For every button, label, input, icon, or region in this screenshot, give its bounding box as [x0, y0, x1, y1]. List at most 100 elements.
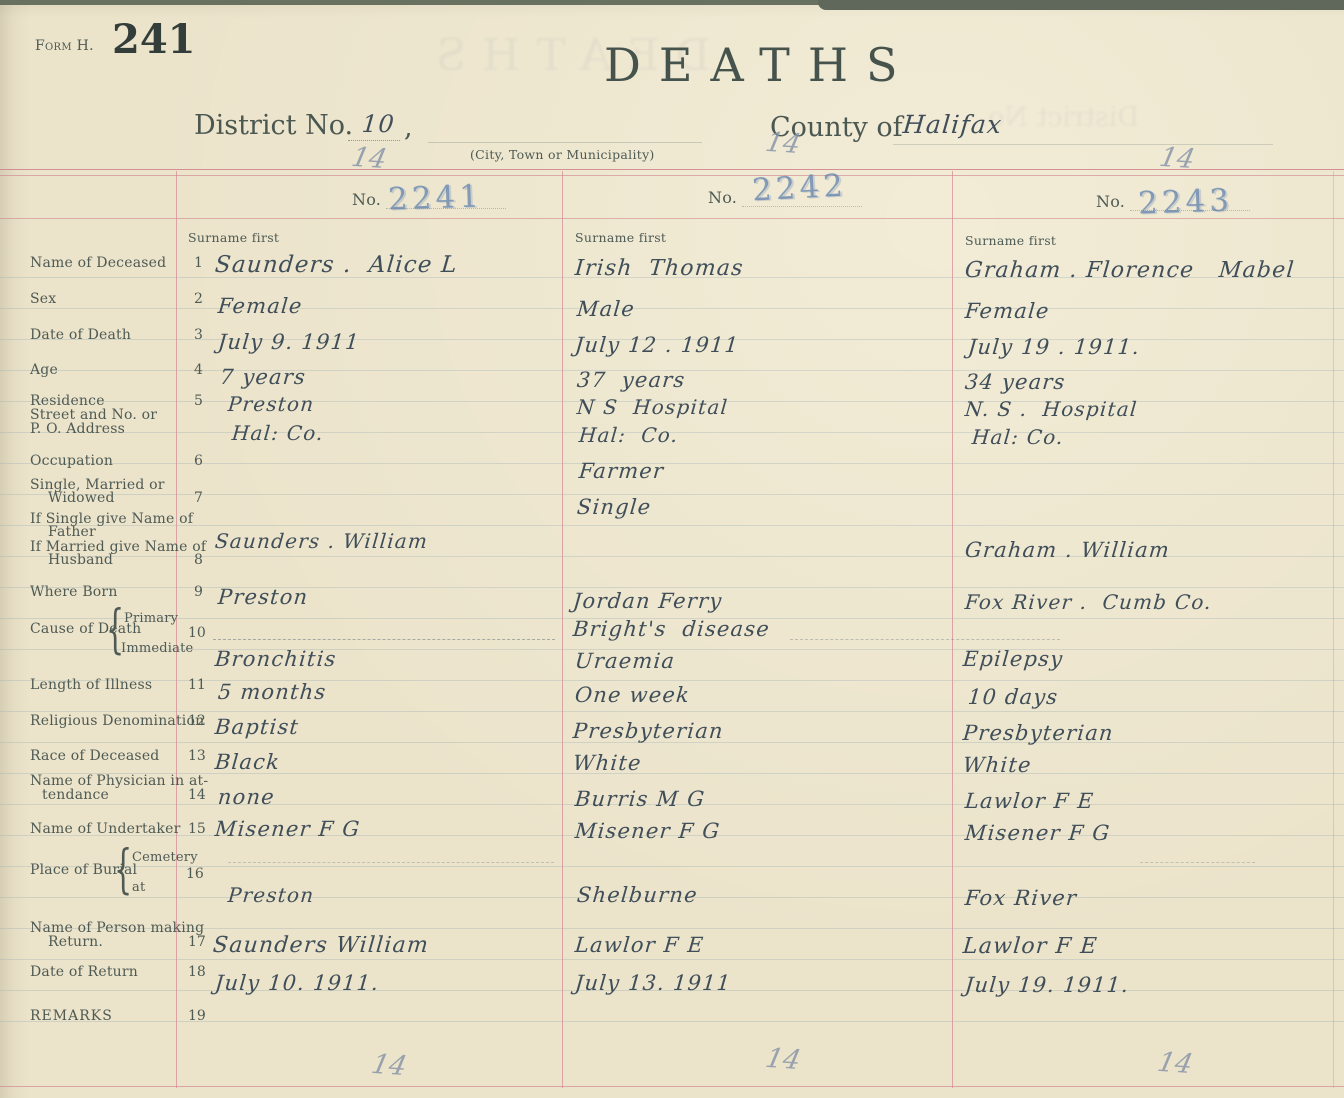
entry-father-husband: Graham . William — [963, 538, 1172, 562]
blank-dash-line — [213, 639, 555, 640]
row-number: 11 — [188, 677, 206, 693]
entry-sex: Female — [963, 299, 1051, 323]
row-label: REMARKS — [30, 1008, 113, 1024]
row-label: Name of Undertaker — [30, 821, 181, 837]
entry-race: Black — [213, 750, 282, 774]
row-label: Widowed — [48, 490, 115, 506]
row-number: 14 — [188, 787, 206, 803]
entry-where-born: Jordan Ferry — [571, 589, 724, 613]
row-sublabel: at — [132, 880, 146, 895]
entry-burial-place: Fox River — [963, 886, 1079, 910]
row-label: Race of Deceased — [30, 748, 160, 764]
entry-age: 7 years — [218, 365, 308, 389]
no-line-col2 — [742, 206, 862, 207]
row-label: Where Born — [30, 584, 118, 600]
entry-age: 37 years — [575, 368, 687, 392]
entry-cause-primary: Bright's disease — [571, 617, 772, 641]
entry-physician: Burris M G — [573, 787, 707, 811]
row-number: 10 — [188, 625, 206, 641]
page-title: DEATHS — [604, 38, 916, 92]
row-label: Street and No. or — [30, 407, 158, 423]
pencil-mark: 14 — [762, 126, 804, 161]
row-number: 16 — [186, 866, 204, 882]
row-number: 9 — [194, 584, 203, 600]
scan-top-edge — [0, 0, 1344, 5]
table-header-bottom-line — [0, 218, 1344, 219]
entry-length-of-illness: 5 months — [216, 680, 328, 704]
entry-date-of-return: July 10. 1911. — [213, 971, 381, 995]
entry-physician: Lawlor F E — [963, 789, 1096, 813]
row-sublabel: Immediate — [121, 641, 194, 656]
row-label: Single, Married or — [30, 477, 165, 493]
divider-col2-col3 — [952, 171, 953, 1088]
entry-religion: Presbyterian — [571, 719, 725, 743]
entry-occupation: Farmer — [577, 459, 666, 483]
entry-date-of-return: July 19. 1911. — [963, 973, 1131, 997]
entry-residence-2: Hal: Co. — [577, 423, 680, 447]
entry-race: White — [571, 751, 643, 775]
row-sublabel: Cemetery — [132, 850, 198, 865]
entry-date-of-death: July 9. 1911 — [216, 330, 361, 354]
district-blank-line — [428, 142, 702, 143]
entry-person-making-return: Lawlor F E — [573, 933, 706, 957]
entry-religion: Baptist — [213, 715, 301, 739]
pencil-mark: 14 — [762, 1042, 804, 1077]
page-number: 241 — [112, 16, 196, 63]
entry-date-of-return: July 13. 1911 — [573, 971, 733, 995]
entry-residence-1: Preston — [226, 392, 316, 416]
row-label: Date of Death — [30, 327, 132, 343]
county-label: County of — [770, 112, 903, 143]
row-number: 19 — [188, 1008, 206, 1024]
district-value: 10 — [360, 110, 397, 138]
no-label-col2: No. — [708, 188, 738, 207]
district-comma: , — [404, 112, 413, 143]
row-label: Name of Deceased — [30, 255, 167, 271]
entry-burial-place: Shelburne — [575, 883, 699, 907]
entry-where-born: Fox River . Cumb Co. — [963, 590, 1213, 614]
entry-undertaker: Misener F G — [213, 817, 362, 841]
entry-cause-immediate: Bronchitis — [213, 647, 338, 671]
entry-cause-immediate: Uraemia — [573, 649, 677, 673]
surname-note-col1: Surname first — [188, 230, 280, 245]
record-number-stamp-col2: 2242 — [751, 167, 848, 209]
row-number: 6 — [194, 453, 203, 469]
entry-name: Graham . Florence Mabel — [963, 258, 1296, 283]
entry-marital-status: Single — [575, 495, 653, 519]
entry-name: Saunders . Alice L — [213, 252, 459, 278]
blank-dash-line — [790, 639, 1060, 640]
row-label: Occupation — [30, 453, 114, 469]
row-label: If Married give Name of — [30, 539, 207, 555]
no-line-col1 — [386, 208, 506, 209]
pencil-mark: 14 — [348, 141, 390, 176]
entry-undertaker: Misener F G — [573, 819, 722, 843]
entry-residence-2: Hal: Co. — [970, 425, 1065, 449]
entry-where-born: Preston — [216, 585, 310, 609]
ledger-lines — [0, 247, 1344, 1044]
place-of-burial-brace: { — [114, 840, 133, 900]
row-number: 13 — [188, 748, 206, 764]
entry-sex: Female — [216, 294, 304, 318]
row-number: 18 — [188, 964, 206, 980]
entry-undertaker: Misener F G — [963, 821, 1112, 845]
divider-labels — [176, 171, 177, 1088]
row-label: If Single give Name of — [30, 511, 194, 527]
row-number: 4 — [194, 362, 203, 378]
entry-person-making-return: Saunders William — [211, 933, 431, 958]
row-label: P. O. Address — [30, 421, 126, 437]
entry-date-of-death: July 19 . 1911. — [966, 335, 1142, 359]
surname-note-col3: Surname first — [965, 233, 1057, 248]
entry-length-of-illness: 10 days — [966, 685, 1060, 709]
row-number: 8 — [194, 552, 203, 568]
divider-right-edge — [1333, 171, 1334, 1088]
row-label: Religious Denomination — [30, 713, 205, 729]
scan-top-right-edge — [818, 0, 1344, 10]
row-label: Sex — [30, 291, 57, 307]
county-blank-line — [893, 144, 1273, 145]
entry-race: White — [961, 753, 1033, 777]
row-number: 2 — [194, 291, 203, 307]
entry-length-of-illness: One week — [573, 683, 692, 707]
pencil-mark: 14 — [1156, 141, 1198, 176]
entry-residence-2: Hal: Co. — [230, 421, 325, 445]
row-label: Length of Illness — [30, 677, 153, 693]
